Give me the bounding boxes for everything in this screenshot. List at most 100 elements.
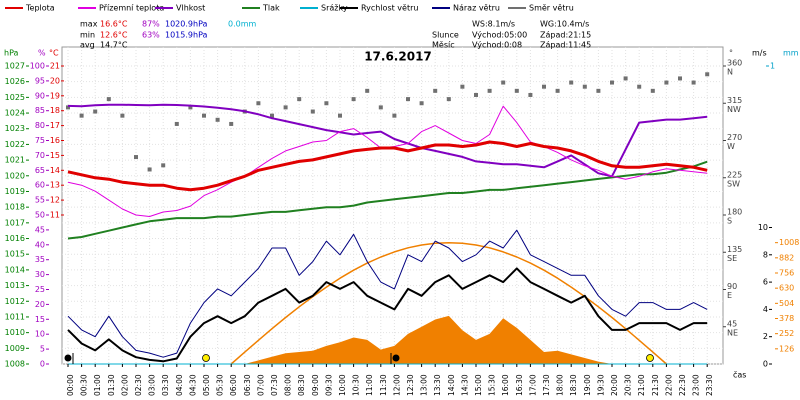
direction-point <box>678 76 682 81</box>
direction-point <box>174 121 179 126</box>
axes: hPa1008100910101011101210131014101510161… <box>4 4 799 397</box>
x-tick-label: 21:00 <box>637 374 646 396</box>
y-tick-label: 15 <box>50 151 60 160</box>
compass-label: NW <box>727 105 741 114</box>
stat-label: max <box>80 20 98 29</box>
y-tick-label: 75 <box>35 136 45 145</box>
stat-value: 16.6°C <box>100 20 128 29</box>
y-tick-label: 1 <box>770 62 775 71</box>
y-tick-label: 1025 <box>5 93 25 102</box>
direction-point <box>705 72 710 77</box>
x-tick-label: 04:30 <box>188 374 197 396</box>
direction-point <box>555 88 560 93</box>
y-tick-label: 25 <box>35 285 45 294</box>
axis-title: ° <box>729 49 733 58</box>
legend-label: Vlhkost <box>176 4 205 13</box>
wind-stat: WS:8.1m/s <box>472 20 515 29</box>
direction-point <box>569 80 574 85</box>
direction-point <box>351 97 356 102</box>
direction-point <box>324 101 329 106</box>
direction-point <box>474 92 478 97</box>
direction-point <box>365 88 370 93</box>
x-tick-label: 14:00 <box>447 374 456 396</box>
y-tick-label: 13 <box>50 181 60 190</box>
moonset-icon <box>392 354 400 362</box>
y-tick-label: 18 <box>50 106 60 115</box>
compass-label: NE <box>727 328 738 337</box>
x-tick-label: 17:30 <box>542 374 551 396</box>
y-tick-label: 1020 <box>5 171 25 180</box>
x-tick-label: 05:00 <box>202 374 211 396</box>
axis-title: hPa <box>4 49 19 58</box>
direction-point <box>106 97 111 102</box>
direction-point <box>202 113 206 118</box>
x-tick-label: 13:30 <box>433 374 442 396</box>
series-line <box>67 267 708 363</box>
y-tick-label: 1027 <box>5 62 25 71</box>
direction-point <box>147 167 152 172</box>
x-axis-label: čas <box>733 370 746 380</box>
x-tick-label: 01:30 <box>107 374 116 396</box>
series-line <box>67 103 708 178</box>
y-tick-label: 0 <box>40 360 45 369</box>
y-tick-label: 252 <box>779 329 794 338</box>
y-tick-label: 1012 <box>5 297 25 306</box>
y-tick-label: 126 <box>779 344 794 353</box>
y-tick-label: 1017 <box>5 218 25 227</box>
axis-title: % <box>38 49 46 58</box>
x-tick-label: 11:00 <box>365 374 374 396</box>
y-tick-label: 1015 <box>5 250 25 259</box>
y-tick-label: 1021 <box>5 156 25 165</box>
y-tick-label: 270 <box>727 133 742 142</box>
direction-point <box>378 105 383 110</box>
direction-point <box>66 105 70 110</box>
compass-label: SW <box>727 179 740 188</box>
series-line <box>67 160 708 240</box>
y-tick-label: 80 <box>35 121 45 130</box>
x-tick-label: 00:00 <box>66 374 75 396</box>
direction-point <box>433 88 438 93</box>
x-tick-label: 20:00 <box>610 374 619 396</box>
y-tick-label: 360 <box>727 59 742 68</box>
direction-point <box>134 155 138 160</box>
direction-point <box>161 163 166 168</box>
y-tick-label: 16 <box>50 136 60 145</box>
y-tick-label: 180 <box>727 208 742 217</box>
stat-value: 63% <box>142 31 160 40</box>
y-tick-label: 0 <box>763 360 768 369</box>
direction-point <box>297 97 302 102</box>
astro-label: Slunce <box>432 31 459 40</box>
y-tick-label: 17 <box>50 121 60 130</box>
astro-value: Západ:21:15 <box>540 31 591 40</box>
stat-value: 12.6°C <box>100 31 128 40</box>
x-tick-label: 23:00 <box>692 374 701 396</box>
x-tick-label: 00:30 <box>80 374 89 396</box>
y-tick-label: 630 <box>779 284 794 293</box>
x-tick-label: 10:30 <box>352 374 361 396</box>
x-tick-label: 06:30 <box>243 374 252 396</box>
y-tick-label: 1009 <box>5 344 25 353</box>
y-tick-label: 50 <box>35 211 45 220</box>
series-line <box>67 229 708 358</box>
moonrise-icon <box>64 354 72 362</box>
x-tick-label: 23:30 <box>705 374 714 396</box>
direction-point <box>338 113 342 118</box>
direction-point <box>650 88 655 93</box>
y-tick-label: 8 <box>763 250 768 259</box>
legend-label: Náraz větru <box>453 4 500 13</box>
direction-point <box>229 121 234 126</box>
y-tick-label: 1008 <box>779 238 799 247</box>
y-tick-label: 1014 <box>5 265 25 274</box>
x-tick-label: 11:30 <box>379 374 388 396</box>
direction-point <box>446 97 451 102</box>
legend-label: Směr větru <box>529 4 574 13</box>
y-tick-label: 40 <box>35 240 45 249</box>
direction-point <box>637 84 642 89</box>
x-tick-label: 01:00 <box>93 374 102 396</box>
x-tick-label: 08:00 <box>284 374 293 396</box>
y-tick-label: 95 <box>35 76 45 85</box>
direction-point <box>188 105 193 110</box>
direction-point <box>419 101 424 106</box>
y-tick-label: 35 <box>35 255 45 264</box>
